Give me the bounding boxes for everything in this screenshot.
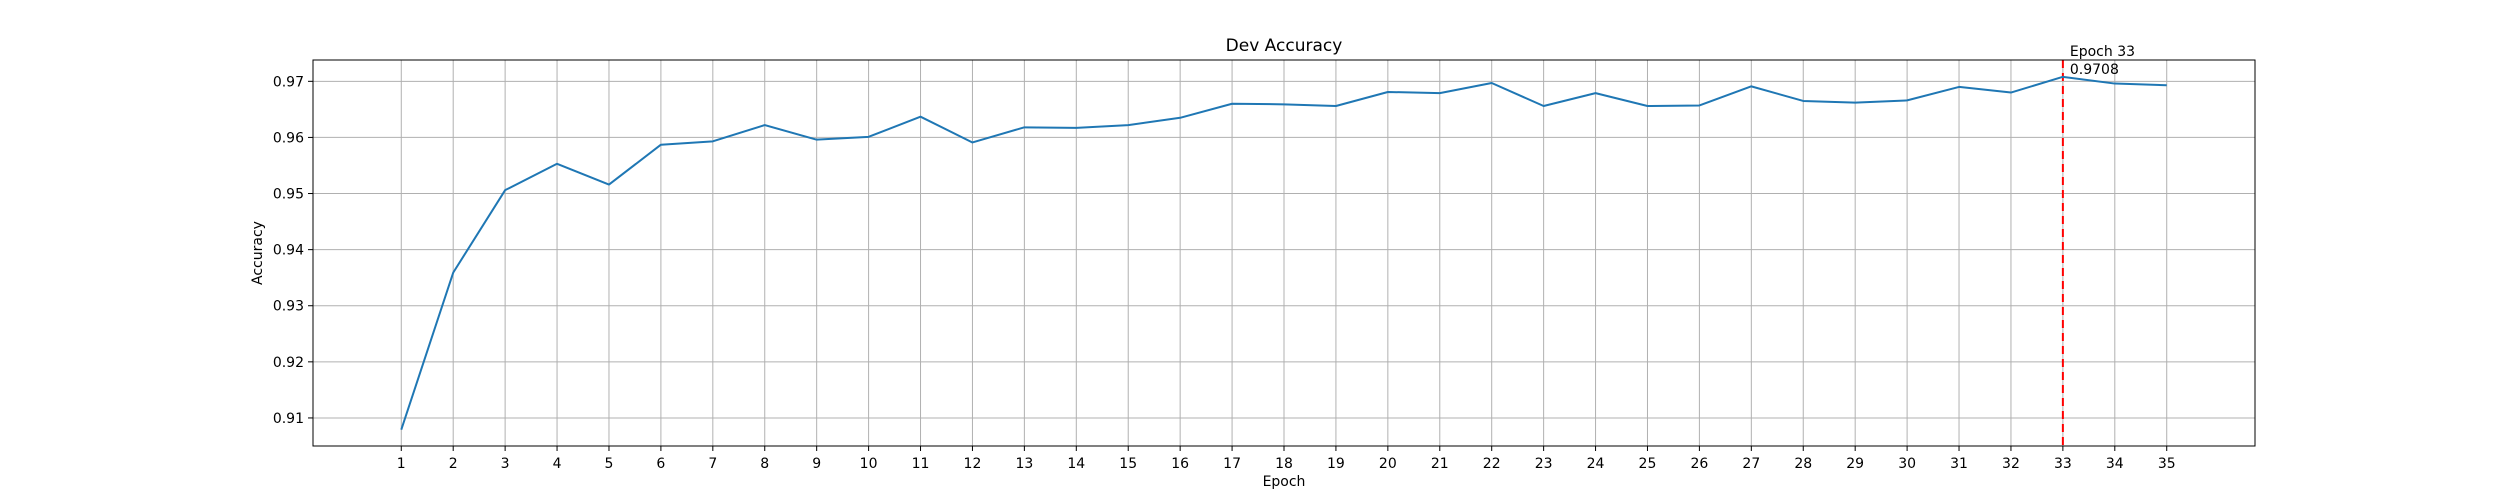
y-tick-label: 0.93: [273, 299, 304, 315]
x-tick-label: 30: [1898, 456, 1916, 472]
x-tick-label: 12: [964, 456, 982, 472]
x-tick-label: 14: [1067, 456, 1085, 472]
annotation-value: 0.9708: [2070, 62, 2119, 78]
x-tick-label: 16: [1171, 456, 1189, 472]
annotation-epoch: Epoch 33: [2070, 44, 2135, 60]
y-tick-label: 0.92: [273, 355, 304, 371]
y-axis-label: Accuracy: [250, 221, 266, 285]
x-tick-label: 15: [1119, 456, 1137, 472]
x-tick-label: 34: [2106, 456, 2124, 472]
x-tick-label: 19: [1327, 456, 1345, 472]
y-tick-label: 0.97: [273, 74, 304, 90]
y-tick-label: 0.95: [273, 187, 304, 203]
x-tick-label: 28: [1794, 456, 1812, 472]
x-tick-label: 32: [2002, 456, 2020, 472]
x-tick-label: 27: [1742, 456, 1760, 472]
x-tick-label: 22: [1483, 456, 1501, 472]
y-tick-label: 0.94: [273, 243, 304, 259]
y-tick-label: 0.91: [273, 411, 304, 427]
x-axis-label: Epoch: [1263, 474, 1306, 490]
x-tick-label: 25: [1639, 456, 1657, 472]
x-tick-label: 3: [501, 456, 510, 472]
x-tick-label: 6: [656, 456, 665, 472]
x-tick-label: 17: [1223, 456, 1241, 472]
x-tick-label: 23: [1535, 456, 1553, 472]
grid-lines: [313, 60, 2255, 446]
y-tick-label: 0.96: [273, 130, 304, 146]
x-tick-label: 26: [1690, 456, 1708, 472]
x-tick-label: 1: [397, 456, 406, 472]
x-tick-label: 11: [912, 456, 930, 472]
y-axis: 0.91 0.92 0.93 0.94 0.95 0.96 0.97: [273, 74, 313, 427]
x-tick-label: 5: [605, 456, 614, 472]
x-tick-label: 20: [1379, 456, 1397, 472]
x-tick-label: 13: [1015, 456, 1033, 472]
x-tick-label: 8: [760, 456, 769, 472]
chart-title: Dev Accuracy: [1226, 36, 1343, 56]
x-axis: 1 2 3 4 5 6 7 8 9 10 11 12 13 14 15 16 17 18 19 20 21 22 23 24 2…: [397, 446, 2176, 472]
x-tick-label: 31: [1950, 456, 1968, 472]
x-tick-label: 10: [860, 456, 878, 472]
x-tick-label: 24: [1587, 456, 1605, 472]
x-tick-label: 35: [2158, 456, 2176, 472]
series-group: [400, 75, 2167, 431]
x-tick-label: 2: [449, 456, 458, 472]
x-tick-label: 21: [1431, 456, 1449, 472]
x-tick-label: 18: [1275, 456, 1293, 472]
x-tick-label: 7: [708, 456, 717, 472]
x-tick-label: 33: [2054, 456, 2072, 472]
x-tick-label: 4: [553, 456, 562, 472]
x-tick-label: 29: [1846, 456, 1864, 472]
x-tick-label: 9: [812, 456, 821, 472]
series-line: [400, 75, 2167, 431]
